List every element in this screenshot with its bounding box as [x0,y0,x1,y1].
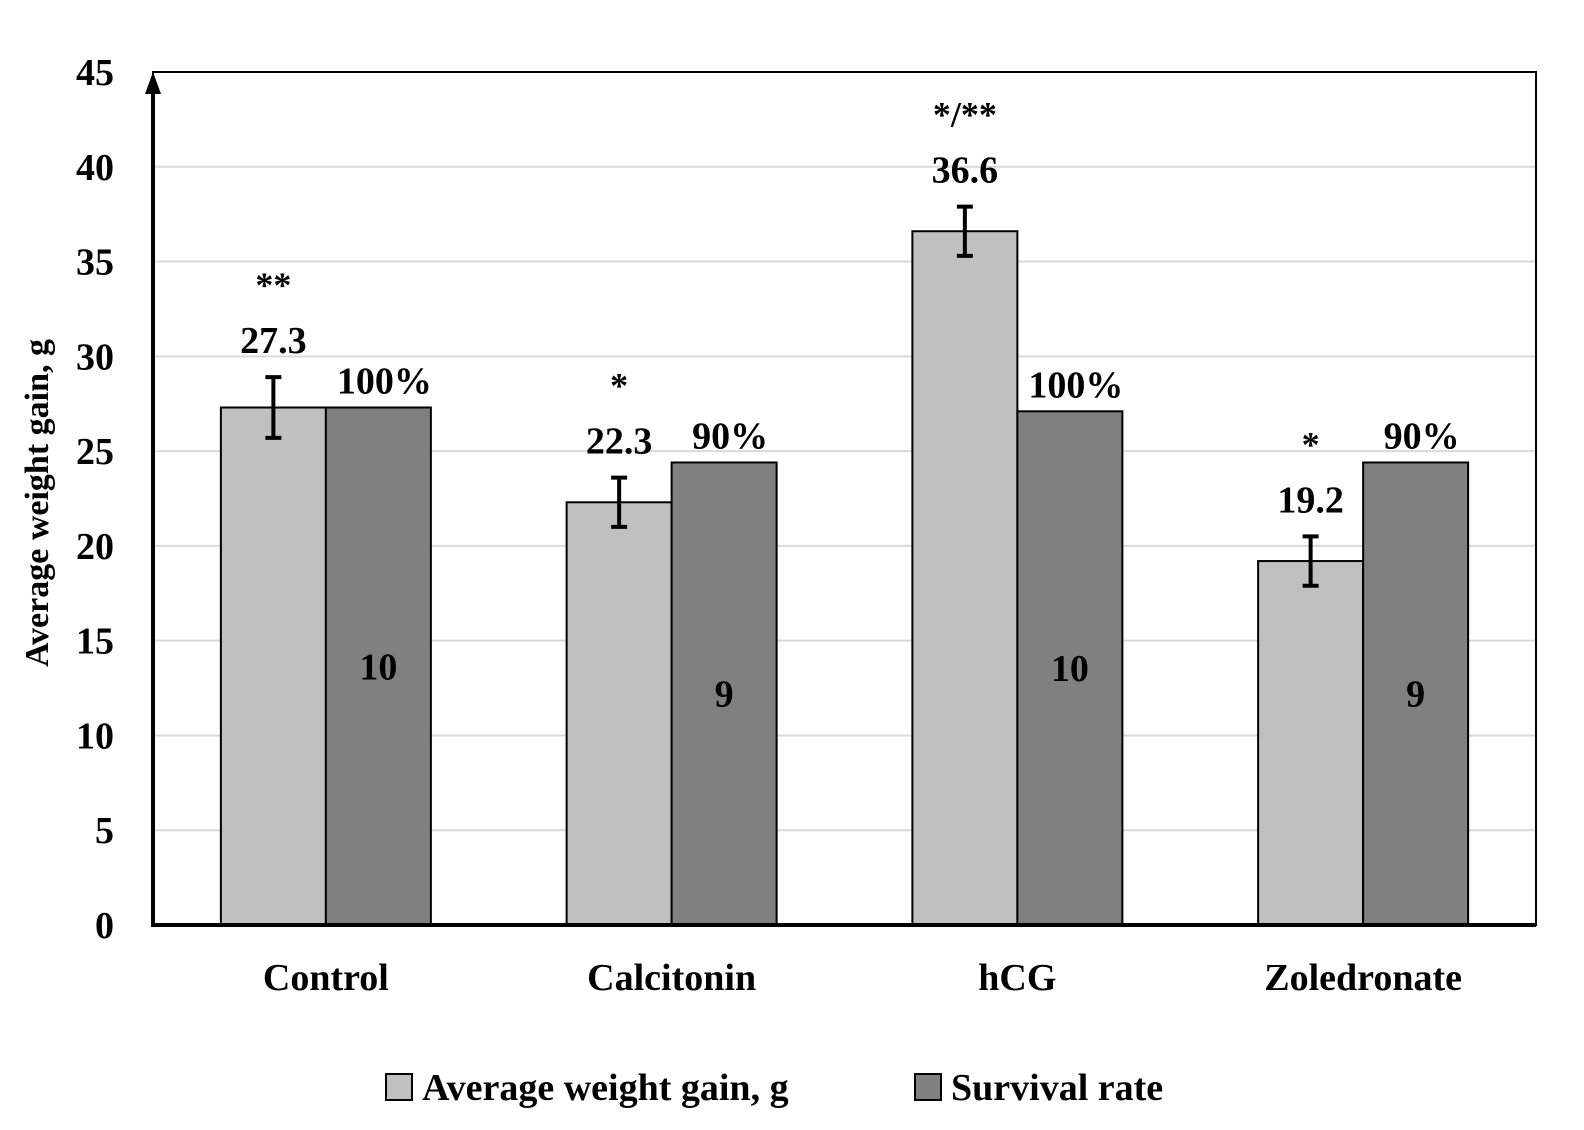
survival-count-label: 10 [359,646,397,688]
error-bars [265,204,1319,588]
survival-percent-label: 100% [337,361,432,403]
y-tick-label: 40 [76,147,114,189]
y-axis-arrow [145,72,161,94]
y-tick-label: 25 [76,431,114,473]
survival-percent-label: 90% [692,415,768,457]
y-tick-labels: 0 5 10 15 20 25 30 35 40 45 [76,52,114,947]
legend-swatch [914,1073,942,1101]
bar-survival-rate [324,406,432,927]
bar-weight-gain [1257,560,1365,926]
category-label: Calcitonin [587,957,756,999]
category-label: Control [263,957,389,999]
axes [145,71,1537,927]
category-labels: Control Calcitonin hCG Zoledronate [263,957,1462,999]
y-tick-label: 15 [76,621,114,663]
legend-swatch [385,1073,413,1101]
survival-percent-label: 90% [1384,415,1460,457]
y-tick-label: 35 [76,242,114,284]
value-label: 36.6 [932,150,999,192]
bar-weight-gain [911,230,1019,926]
legend-label: Survival rate [951,1067,1163,1109]
y-tick-label: 0 [95,905,114,947]
category-label: Zoledronate [1264,957,1462,999]
data-labels: 27.3 ** 100% 10 22.3 * 90% 9 36.6 */** 100% 10 19.2 *… [240,95,1460,716]
bar-weight-gain [219,406,327,927]
category-label: hCG [978,957,1056,999]
significance-label: * [610,366,628,406]
value-label: 19.2 [1277,479,1344,521]
y-tick-label: 30 [76,336,114,378]
y-tick-label: 5 [95,810,114,852]
y-tick-label: 10 [76,715,114,757]
y-tick-label: 20 [76,526,114,568]
value-label: 22.3 [586,421,653,463]
significance-label: * [1302,424,1320,464]
bar-weight-gain [565,501,673,926]
survival-count-label: 9 [715,674,734,716]
survival-count-label: 10 [1051,648,1089,690]
survival-count-label: 9 [1406,674,1425,716]
y-axis-title: Average weight gain, g [19,339,56,667]
significance-label: */** [933,95,997,135]
value-label: 27.3 [240,320,307,362]
significance-label: ** [255,265,291,305]
legend: Average weight gain, g Survival rate [385,1067,1163,1109]
y-tick-label: 45 [76,52,114,94]
legend-label: Average weight gain, g [422,1067,789,1109]
bars [219,230,1470,927]
survival-percent-label: 100% [1028,364,1123,406]
